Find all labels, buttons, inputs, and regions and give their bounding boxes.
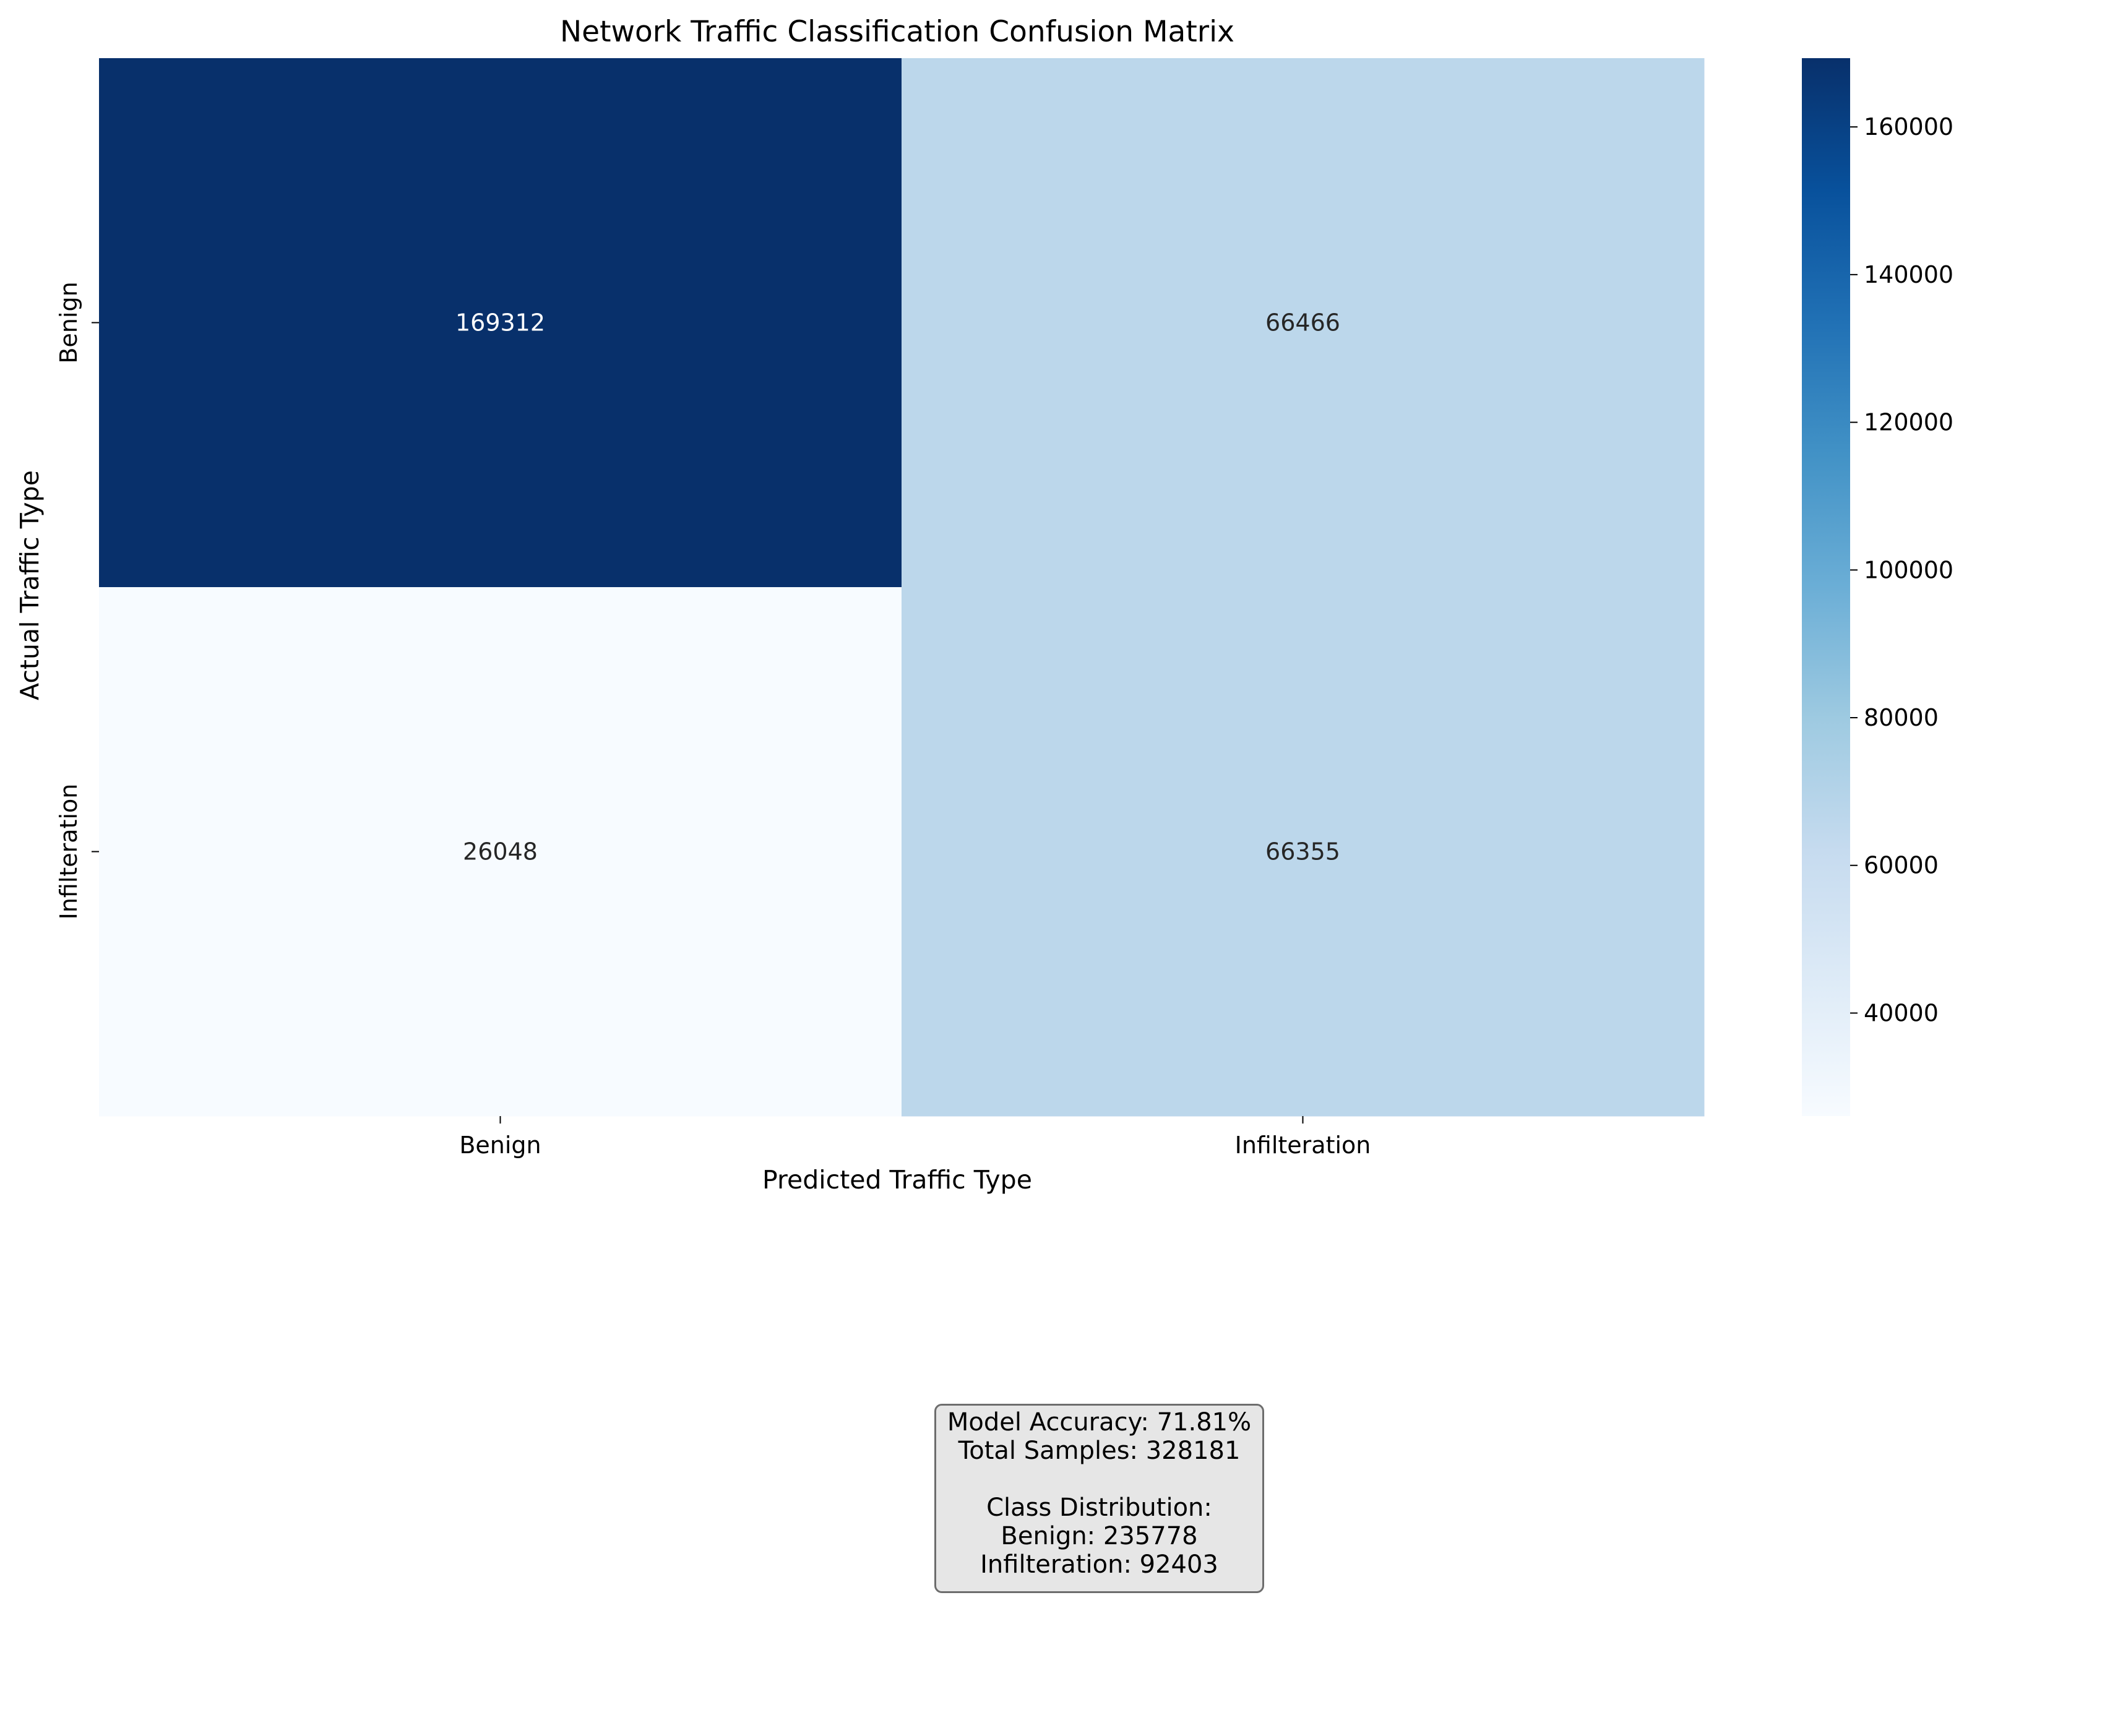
colorbar-tick-label: 60000 xyxy=(1864,852,1939,879)
heatmap-cell xyxy=(902,587,1705,1117)
heatmap-cell xyxy=(902,58,1705,588)
cell-value-label: 26048 xyxy=(463,838,538,866)
cell-value-label: 66355 xyxy=(1265,838,1340,866)
colorbar-tick-label: 140000 xyxy=(1864,261,1953,288)
colorbar-tick-label: 100000 xyxy=(1864,556,1953,583)
infilteration-count-text: Infilteration: 92403 xyxy=(980,1550,1218,1579)
colorbar-tick-label: 40000 xyxy=(1864,999,1939,1026)
heatmap-cell xyxy=(99,58,902,588)
heatmap-cells xyxy=(99,58,1705,1117)
class-distribution-header: Class Distribution: xyxy=(986,1493,1212,1522)
colorbar-gradient xyxy=(1802,58,1850,1116)
y-axis-ticks: Benign Infilteration xyxy=(55,281,99,919)
benign-count-text: Benign: 235778 xyxy=(1001,1522,1198,1550)
colorbar-tick-label: 80000 xyxy=(1864,704,1939,731)
chart-title: Network Traffic Classification Confusion… xyxy=(560,15,1234,49)
cell-value-label: 169312 xyxy=(455,309,545,337)
colorbar-ticks: 40000 60000 80000 100000 120000 140000 160000 xyxy=(1850,113,1953,1026)
y-tick-label: Infilteration xyxy=(55,784,82,920)
total-samples-text: Total Samples: 328181 xyxy=(958,1437,1241,1465)
heatmap-cell-labels: 169312 66466 26048 66355 xyxy=(455,309,1340,866)
heatmap-cell xyxy=(99,587,902,1117)
x-axis-ticks: Benign Infilteration xyxy=(459,1116,1371,1159)
colorbar-tick-label: 120000 xyxy=(1864,409,1953,436)
y-axis-label: Actual Traffic Type xyxy=(15,470,45,700)
colorbar: 40000 60000 80000 100000 120000 140000 160000 xyxy=(1802,58,1953,1116)
x-tick-label: Benign xyxy=(459,1132,541,1159)
x-axis-label: Predicted Traffic Type xyxy=(762,1165,1032,1195)
cell-value-label: 66466 xyxy=(1265,309,1340,337)
stats-spacer xyxy=(936,1465,1262,1493)
y-tick-label: Benign xyxy=(55,281,82,363)
x-tick-label: Infilteration xyxy=(1235,1132,1371,1159)
accuracy-text: Model Accuracy: 71.81% xyxy=(947,1408,1252,1437)
model-stats-box: Model Accuracy: 71.81% Total Samples: 32… xyxy=(934,1404,1264,1593)
colorbar-tick-label: 160000 xyxy=(1864,113,1953,140)
